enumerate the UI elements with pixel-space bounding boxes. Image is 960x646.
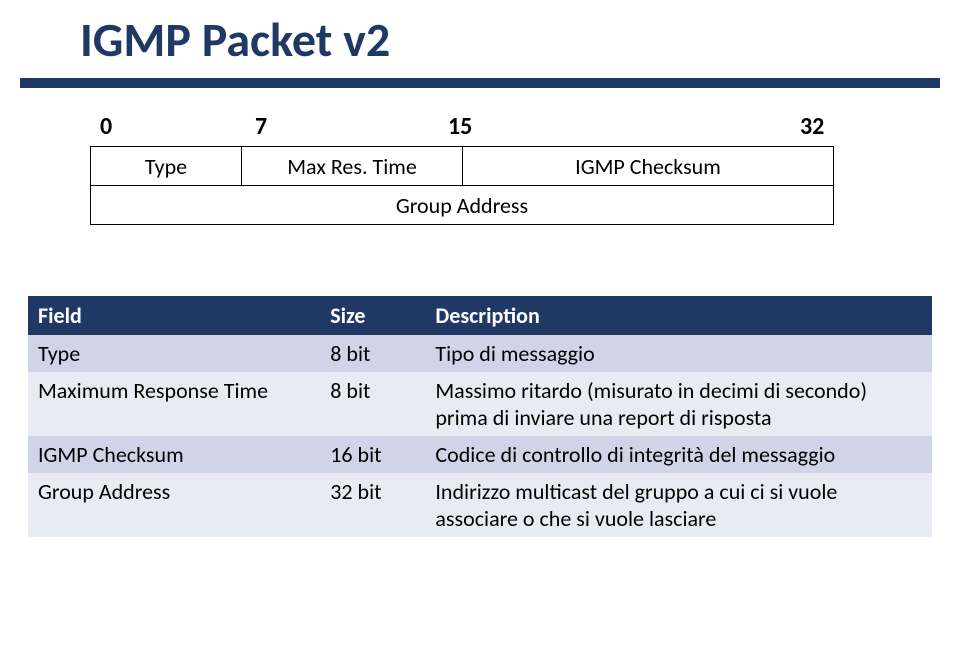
packet-type-cell: Type [91,147,242,186]
packet-maxres-cell: Max Res. Time [242,147,463,186]
table-row: IGMP Checksum 16 bit Codice di controllo… [28,436,932,473]
cell-field: Type [28,335,320,372]
cell-field: Group Address [28,473,320,537]
field-description-table: Field Size Description Type 8 bit Tipo d… [28,296,932,537]
table-row: Maximum Response Time 8 bit Massimo rita… [28,372,932,436]
packet-row-2: Group Address [91,186,834,225]
table-row: Type 8 bit Tipo di messaggio [28,335,932,372]
header-desc: Description [425,296,932,335]
bit-ruler: 0 7 15 32 [90,112,790,142]
packet-checksum-cell: IGMP Checksum [463,147,834,186]
page-title: IGMP Packet v2 [80,10,390,69]
table-header-row: Field Size Description [28,296,932,335]
cell-field: Maximum Response Time [28,372,320,436]
cell-size: 8 bit [320,335,425,372]
packet-layout-table: Type Max Res. Time IGMP Checksum Group A… [90,146,834,225]
cell-size: 32 bit [320,473,425,537]
bit-7: 7 [255,112,267,141]
bit-15: 15 [448,112,472,141]
packet-group-cell: Group Address [91,186,834,225]
cell-desc: Massimo ritardo (misurato in decimi di s… [425,372,932,436]
header-field: Field [28,296,320,335]
cell-desc: Codice di controllo di integrità del mes… [425,436,932,473]
cell-desc: Tipo di messaggio [425,335,932,372]
title-underline [20,78,940,88]
bit-0: 0 [100,112,112,141]
header-size: Size [320,296,425,335]
cell-size: 16 bit [320,436,425,473]
table-row: Group Address 32 bit Indirizzo multicast… [28,473,932,537]
bit-32: 32 [800,112,824,141]
cell-size: 8 bit [320,372,425,436]
cell-field: IGMP Checksum [28,436,320,473]
packet-row-1: Type Max Res. Time IGMP Checksum [91,147,834,186]
cell-desc: Indirizzo multicast del gruppo a cui ci … [425,473,932,537]
